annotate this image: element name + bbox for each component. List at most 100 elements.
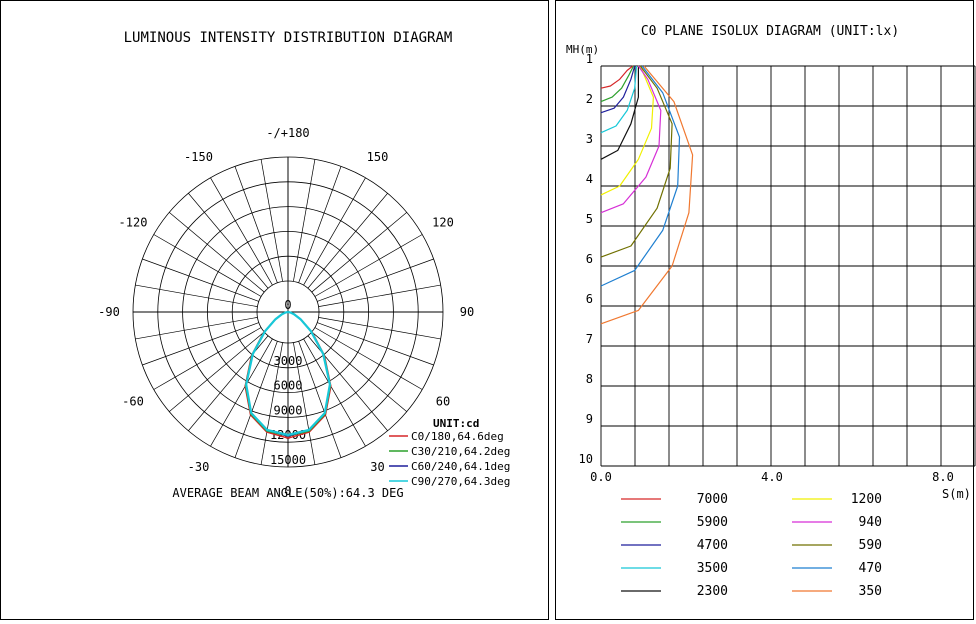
isolux-legend-value: 940 <box>859 515 882 530</box>
polar-curves <box>244 310 332 439</box>
isolux-curve-350 <box>600 65 694 325</box>
isolux-x-tick: 4.0 <box>761 470 783 484</box>
isolux-legend: 7000 5900 4700 3500 2300 1200 940 590 470 350 <box>621 492 882 599</box>
isolux-y-tick: 5 <box>586 212 593 226</box>
polar-grid-spoke <box>142 258 259 302</box>
isolux-y-tick: 6 <box>586 252 593 266</box>
polar-legend-label: C0/180,64.6deg <box>411 430 504 443</box>
polar-grid-spoke <box>234 341 278 458</box>
polar-grid-spoke <box>153 327 262 390</box>
polar-angle-label: 120 <box>432 216 454 230</box>
polar-grid-spoke <box>298 341 342 458</box>
polar-grid-spoke <box>210 177 273 286</box>
isolux-y-tick: 1 <box>586 52 593 66</box>
polar-grid-spoke <box>307 193 388 289</box>
y-axis-label: MH(m) <box>566 43 599 56</box>
polar-grid-spoke <box>318 284 441 307</box>
polar-grid-spoke <box>314 327 423 390</box>
polar-grid-spoke <box>311 331 407 412</box>
polar-grid-spoke <box>169 212 265 293</box>
isolux-y-tick: 9 <box>586 412 593 426</box>
polar-grid-spoke <box>135 317 258 340</box>
polar-angle-label: 0 <box>284 484 291 498</box>
isolux-grid <box>600 65 976 467</box>
polar-angle-label: 30 <box>370 460 384 474</box>
polar-grid-spoke <box>260 342 283 465</box>
beam-angle-text: AVERAGE BEAM ANGLE(50%):64.3 DEG <box>172 486 403 500</box>
polar-angle-label: 60 <box>436 395 450 409</box>
polar-grid-spoke <box>311 212 407 293</box>
isolux-legend-value: 1200 <box>851 492 882 507</box>
polar-grid-spoke <box>317 258 434 302</box>
isolux-title: C0 PLANE ISOLUX DIAGRAM (UNIT:lx) <box>641 24 899 39</box>
polar-angle-label: 150 <box>367 150 389 164</box>
isolux-curve-7000 <box>600 65 634 89</box>
polar-grid-spoke <box>314 234 423 297</box>
polar-angle-label: -/+180 <box>266 126 309 140</box>
isolux-curve-3500 <box>600 65 638 134</box>
polar-grid-spoke <box>317 322 434 366</box>
isolux-tick-labels: 1 2 3 4 5 6 6 7 8 9 10 0.0 4.0 8.0 <box>579 52 954 484</box>
polar-grid-spoke <box>318 317 441 340</box>
isolux-curve-4700 <box>600 65 636 114</box>
isolux-y-tick: 4 <box>586 172 593 186</box>
isolux-curve-590 <box>600 65 673 258</box>
isolux-curves <box>600 65 694 325</box>
polar-grid-spoke <box>135 284 258 307</box>
polar-radial-label: 15000 <box>270 453 306 467</box>
x-axis-label: S(m) <box>942 487 971 501</box>
polar-radial-label: 0 <box>284 298 291 312</box>
polar-grid-spoke <box>153 234 262 297</box>
polar-grid-spoke <box>303 177 366 286</box>
polar-angle-labels: -/+180 150 120 90 60 30 0 -30 -60 -90 -120 -150 <box>98 126 474 498</box>
polar-angle-label: -90 <box>98 305 120 319</box>
polar-grid-spoke <box>293 342 316 465</box>
polar-legend-label: C30/210,64.2deg <box>411 445 510 458</box>
isolux-y-tick: 7 <box>586 332 593 346</box>
isolux-legend-value: 350 <box>859 584 882 599</box>
isolux-curve-470 <box>600 65 681 287</box>
isolux-curve-2300 <box>600 66 639 160</box>
polar-grid-spoke <box>234 166 278 283</box>
polar-legend-label: C90/270,64.3deg <box>411 475 510 488</box>
polar-angle-label: -60 <box>122 395 144 409</box>
isolux-y-tick: 2 <box>586 92 593 106</box>
polar-grid-spoke <box>210 338 273 447</box>
isolux-legend-value: 5900 <box>697 515 728 530</box>
polar-angle-label: -120 <box>119 216 148 230</box>
polar-series-3 <box>245 310 332 437</box>
isolux-curve-5900 <box>600 65 635 103</box>
polar-title: LUMINOUS INTENSITY DISTRIBUTION DIAGRAM <box>124 30 453 46</box>
polar-grid-spoke <box>169 331 265 412</box>
polar-radial-label: 9000 <box>274 403 303 417</box>
isolux-legend-value: 2300 <box>697 584 728 599</box>
polar-grid-spoke <box>293 159 316 282</box>
polar-legend: C0/180,64.6deg C30/210,64.2deg C60/240,64.… <box>389 430 510 488</box>
isolux-legend-value: 590 <box>859 538 882 553</box>
isolux-x-tick: 8.0 <box>932 470 954 484</box>
polar-grid-spoke <box>142 322 259 366</box>
isolux-y-tick: 6 <box>586 292 593 306</box>
polar-unit-label: UNIT:cd <box>433 417 479 430</box>
polar-grid-spoke <box>188 193 269 289</box>
isolux-x-tick: 0.0 <box>590 470 612 484</box>
isolux-legend-value: 470 <box>859 561 882 576</box>
isolux-y-tick: 3 <box>586 132 593 146</box>
polar-grid-spoke <box>298 166 342 283</box>
isolux-curve-940 <box>600 65 662 214</box>
polar-angle-label: -30 <box>188 460 210 474</box>
polar-grid-spoke <box>303 338 366 447</box>
polar-radial-label: 6000 <box>274 379 303 393</box>
isolux-legend-value: 4700 <box>697 538 728 553</box>
polar-angle-label: -150 <box>184 150 213 164</box>
isolux-legend-value: 3500 <box>697 561 728 576</box>
polar-legend-label: C60/240,64.1deg <box>411 460 510 473</box>
polar-radial-label: 3000 <box>274 354 303 368</box>
isolux-legend-value: 7000 <box>697 492 728 507</box>
polar-angle-label: 90 <box>460 305 474 319</box>
isolux-y-tick: 10 <box>579 452 593 466</box>
polar-grid-spoke <box>260 159 283 282</box>
isolux-panel-border <box>555 0 974 620</box>
